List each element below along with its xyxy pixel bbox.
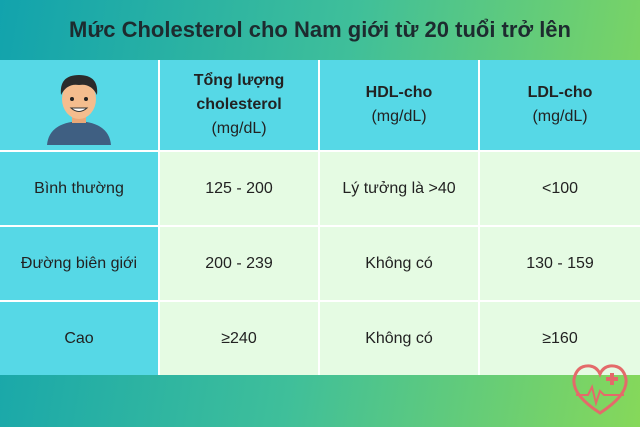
table-cell: <100: [480, 152, 640, 225]
table-cell: Không có: [320, 302, 478, 375]
header-name: Tổng lượng cholesterol: [193, 72, 285, 113]
table-cell: 200 - 239: [160, 227, 318, 300]
row-label: Bình thường: [0, 152, 158, 225]
header-cell: LDL-cho (mg/dL): [480, 60, 640, 150]
table-cell: ≥160: [480, 302, 640, 375]
table: Tổng lượng cholesterol (mg/dL) HDL-cho (mg…: [0, 60, 640, 375]
table-cell: Không có: [320, 227, 478, 300]
table-cell: 130 - 159: [480, 227, 640, 300]
title: Mức Cholesterol cho Nam giới từ 20 tuổi …: [69, 17, 571, 42]
table-cell: ≥240: [160, 302, 318, 375]
header-unit: (mg/dL): [532, 108, 588, 125]
table-cell: 125 - 200: [160, 152, 318, 225]
header-unit: (mg/dL): [211, 120, 267, 137]
avatar-cell: [0, 60, 158, 150]
table-cell: Lý tưởng là >40: [320, 152, 478, 225]
row-label: Cao: [0, 302, 158, 375]
header-unit: (mg/dL): [371, 108, 427, 125]
header-name: HDL-cho: [365, 84, 433, 101]
logo: [572, 364, 628, 415]
avatar: [47, 75, 111, 145]
header-cell: Tổng lượng cholesterol (mg/dL): [160, 60, 318, 150]
header-cell: HDL-cho (mg/dL): [320, 60, 478, 150]
header-name: LDL-cho: [527, 84, 593, 101]
row-label: Đường biên giới: [0, 227, 158, 300]
